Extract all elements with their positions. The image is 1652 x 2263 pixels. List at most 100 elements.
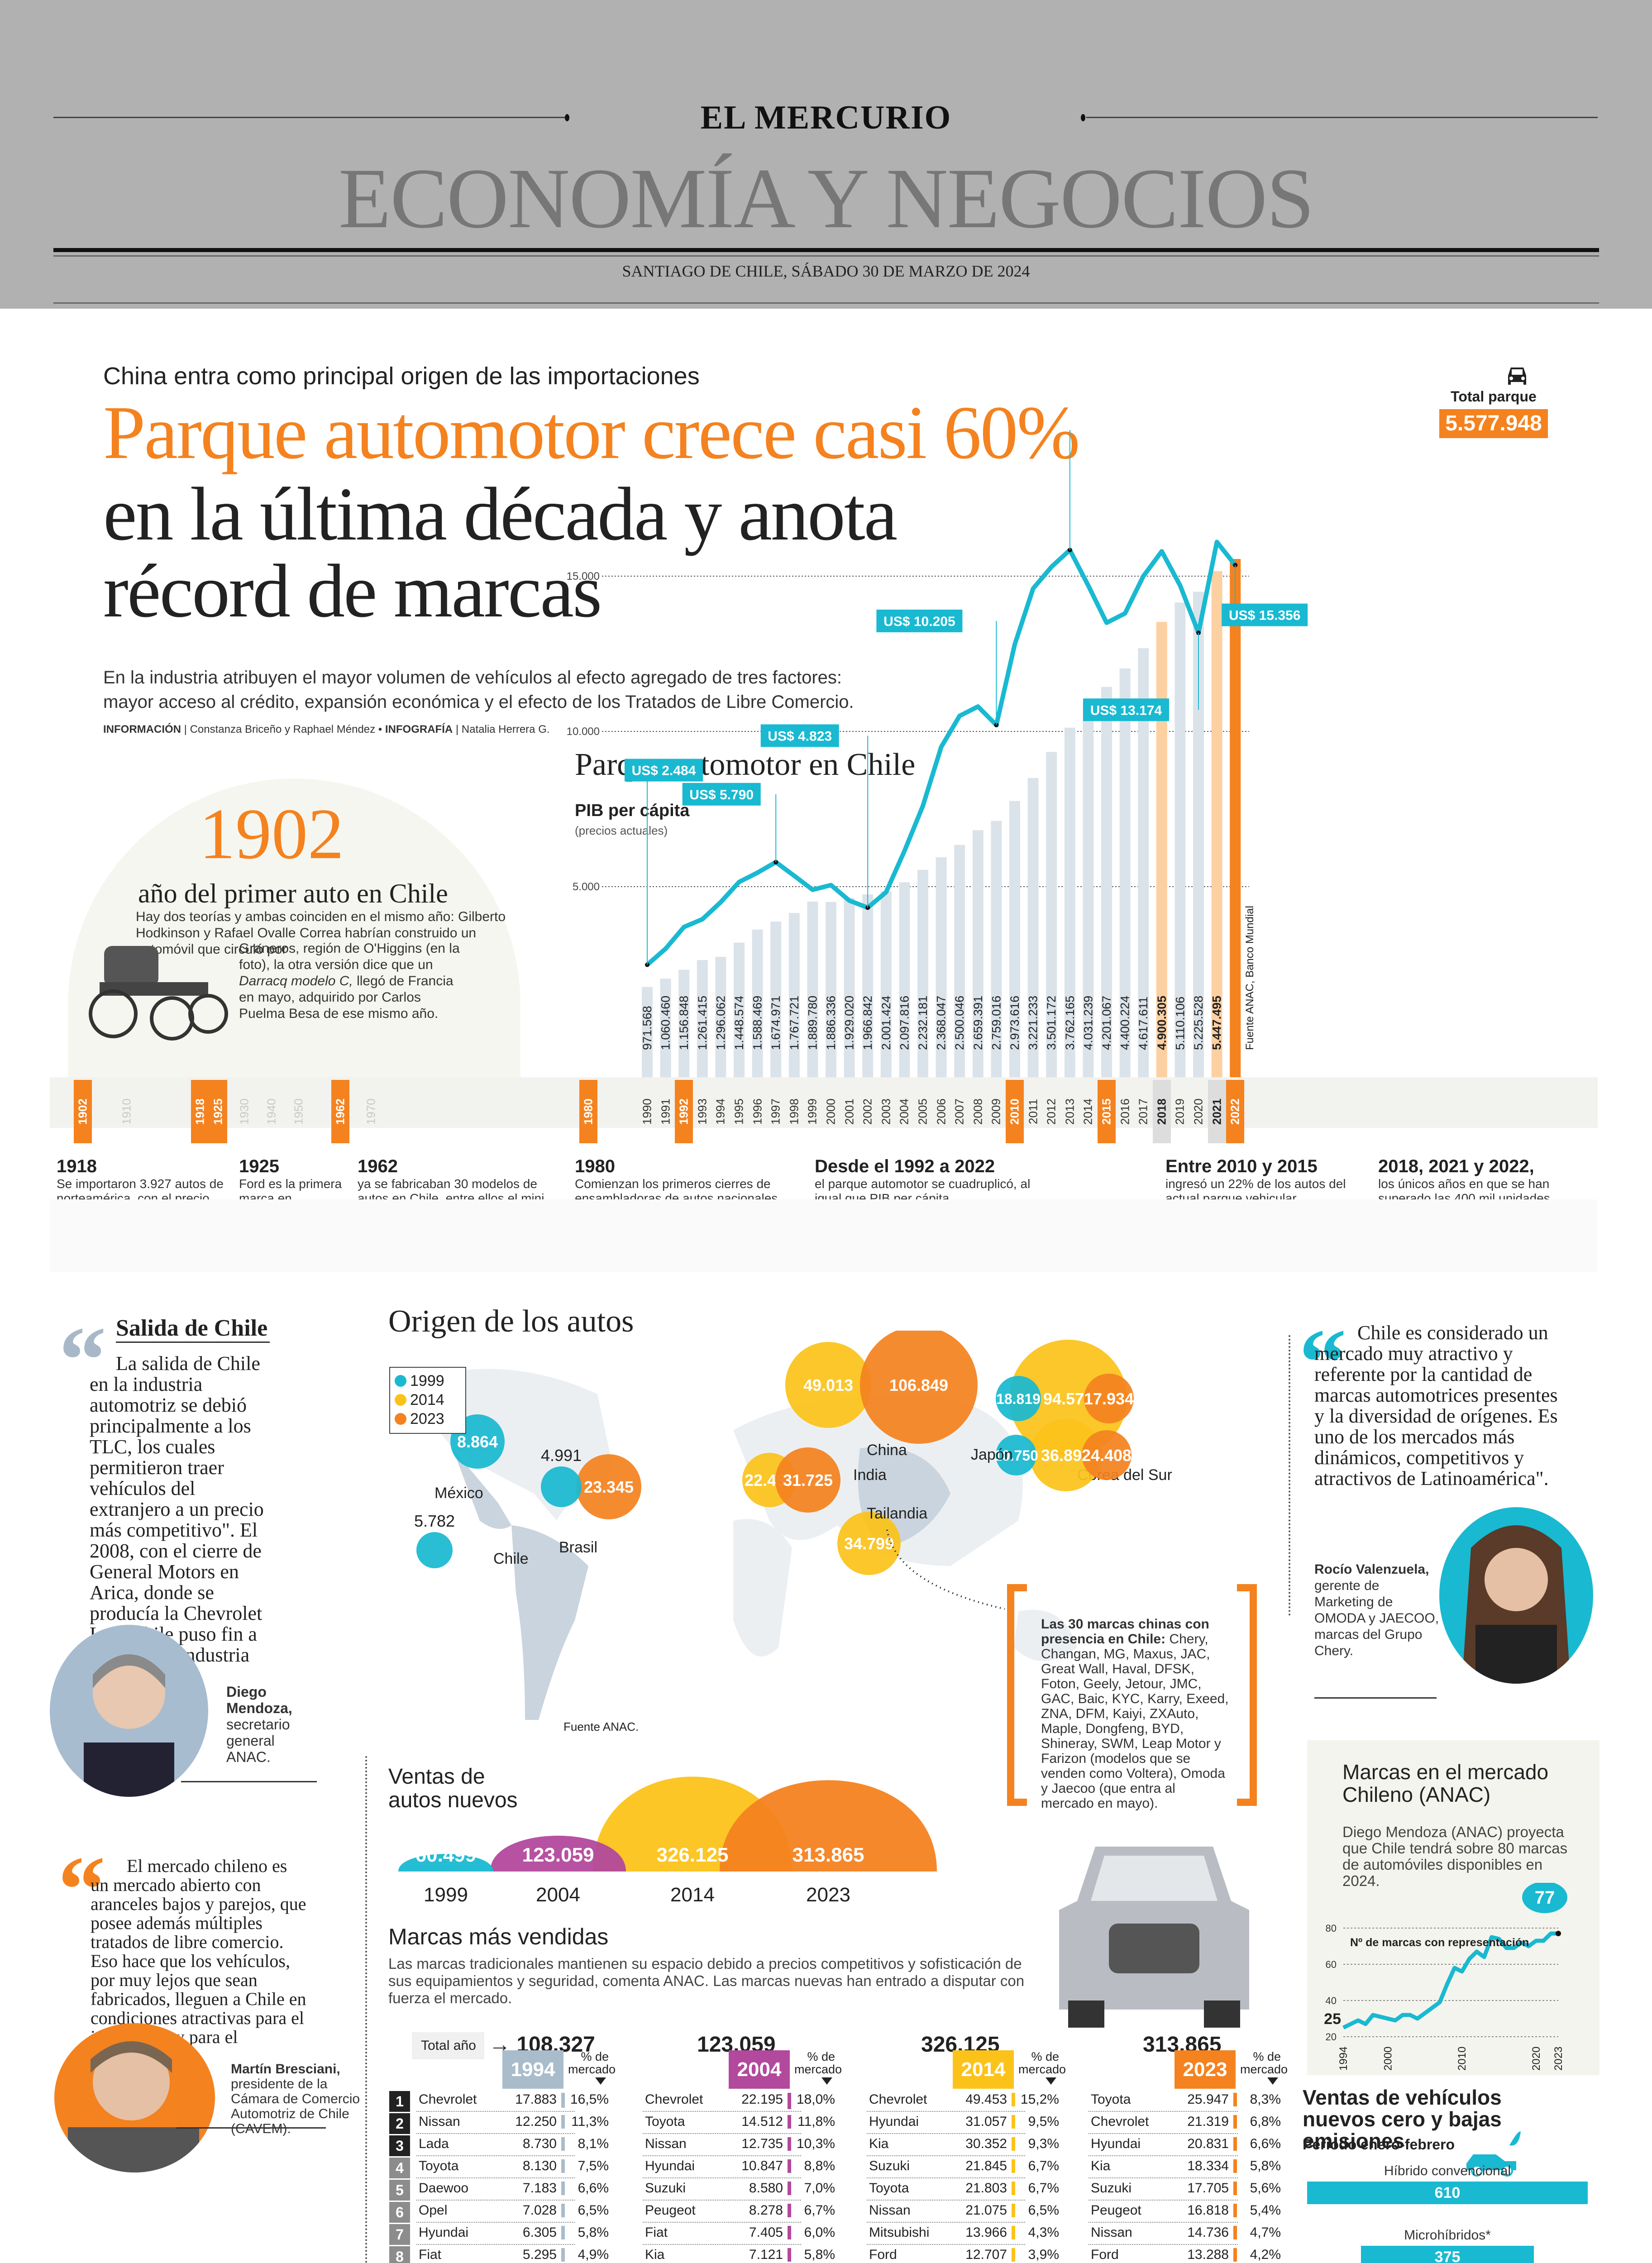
- emisiones-bar: 610: [1307, 2182, 1588, 2204]
- table-row: [1089, 2180, 1238, 2201]
- brand-units: 17.705: [1187, 2181, 1229, 2196]
- legend-swatch: [395, 1375, 406, 1387]
- brand-units: 21.075: [965, 2203, 1007, 2218]
- person-role: gerente de Marketing de OMODA y JAECOO, …: [1314, 1578, 1439, 1658]
- bar-1993: [697, 960, 708, 1077]
- legend-item: 1999: [395, 1371, 461, 1390]
- brand-name: Suzuki: [645, 2181, 686, 2196]
- bubble-v2023: [576, 1454, 641, 1519]
- brand-share: 10,3%: [796, 2136, 835, 2151]
- share-bar: [1233, 2093, 1237, 2106]
- callout-box: [760, 724, 839, 747]
- text-italic: Darracq modelo C,: [239, 974, 353, 988]
- chart-source: Fuente ANAC, Banco Mundial: [1244, 906, 1256, 1050]
- bar-2018: [1156, 622, 1167, 1077]
- rank-badge: 1: [389, 2091, 410, 2112]
- brand-name: Lada: [419, 2136, 449, 2151]
- bar-value-label: 1.966.842: [861, 996, 874, 1050]
- bar-2000: [826, 902, 836, 1077]
- bar-2013: [1064, 727, 1075, 1077]
- timeline-year-1918: 1918: [191, 1080, 209, 1143]
- brand-share: 5,4%: [1250, 2203, 1281, 2218]
- bar-value-label: 4.617.611: [1136, 997, 1150, 1050]
- ventas-nuevos-title: Ventas de autos nuevos: [388, 1765, 518, 1812]
- brand-share: 6,7%: [804, 2203, 835, 2218]
- country-label: Tailandia: [867, 1505, 927, 1522]
- y-tick-label: 10.000: [567, 726, 600, 738]
- divider: [53, 117, 569, 118]
- brand-units: 8.278: [749, 2203, 783, 2218]
- brand-name: Chevrolet: [419, 2092, 477, 2107]
- end-bubble: [1522, 1883, 1567, 1913]
- bubble-value: 106.849: [889, 1376, 948, 1394]
- year-badge: 2004: [729, 2050, 790, 2089]
- timeline-year-2016: 2016: [1118, 1098, 1132, 1125]
- china-brands-heading: Las 30 marcas chinas con presencia en Ch…: [1041, 1617, 1209, 1647]
- brand-units: 7.121: [749, 2247, 783, 2262]
- text: Graneros, región de O'Higgins (en la fot…: [239, 941, 460, 972]
- timeline-year-2009: 2009: [989, 1098, 1003, 1125]
- bubble-value: 31.725: [783, 1471, 833, 1490]
- timeline-year-1996: 1996: [750, 1098, 764, 1125]
- brand-share: 15,2%: [1020, 2092, 1059, 2107]
- brand-units: 8.730: [522, 2136, 557, 2151]
- callout-box: [625, 759, 703, 782]
- pib-point: [1233, 563, 1238, 568]
- bar-value-label: 1.156.848: [677, 996, 691, 1050]
- brand-share: 5,8%: [1250, 2158, 1281, 2173]
- credit-label: INFORMACIÓN: [103, 723, 181, 735]
- suv-photo: [1041, 1819, 1267, 2032]
- ornament-dot: [565, 114, 569, 121]
- legend-item: 2014: [395, 1390, 461, 1409]
- timeline-year-1950: 1950: [291, 1098, 306, 1125]
- bar-value-label: 3.221.233: [1027, 996, 1040, 1050]
- bubble-v1999: [416, 1532, 453, 1568]
- timeline-year-2003: 2003: [879, 1098, 893, 1125]
- brand-units: 8.130: [522, 2158, 557, 2173]
- legend-label: 1999: [410, 1372, 444, 1389]
- bar-value-label: 5.225.528: [1192, 996, 1205, 1050]
- bar-1999: [807, 902, 818, 1077]
- brand-units: 25.947: [1187, 2092, 1229, 2107]
- paper-name: EL MERCURIO: [700, 99, 952, 136]
- marcas-table: Total año → 108.327 1994% de mercado Chevro…: [389, 2032, 1290, 2263]
- pib-label: PIB per cápita: [575, 801, 690, 820]
- marcas-anac-chart: 20 40 60 80 25 77 Nº de marcas con representac…: [1324, 1883, 1567, 2071]
- legend-swatch: [395, 1413, 406, 1425]
- share-bar: [1012, 2182, 1015, 2195]
- deck-line: mayor acceso al crédito, expansión econó…: [103, 692, 854, 712]
- start-label: 25: [1324, 2010, 1341, 2028]
- first-car-text-2: Graneros, región de O'Higgins (en la fot…: [239, 941, 470, 1022]
- timeline-band: [50, 1077, 1598, 1128]
- table-row: [867, 2180, 1025, 2201]
- dotted-divider: [1289, 1335, 1290, 1616]
- bar-1994: [715, 956, 726, 1077]
- table-row: [1089, 2135, 1238, 2156]
- brand-name: Toyota: [419, 2158, 459, 2173]
- timeline-year-1940: 1940: [264, 1098, 278, 1125]
- brand-share: 6,0%: [804, 2225, 835, 2240]
- timeline-year-1998: 1998: [787, 1098, 801, 1125]
- legend-item: 2023: [395, 1409, 461, 1428]
- dotted-divider: [365, 1756, 367, 2263]
- brand-name: Hyundai: [645, 2158, 695, 2173]
- timeline-event: Desde el 1992 a 2022 el parque automotor …: [815, 1156, 1032, 1206]
- bubble-v2014: [1030, 1419, 1102, 1491]
- x-tick-label: 2010: [1456, 2047, 1468, 2071]
- callout-label: US$ 13.174: [1090, 703, 1162, 718]
- x-tick-label: 2020: [1530, 2047, 1542, 2071]
- headline-line3: récord de marcas: [103, 549, 602, 633]
- bar-2021: [1211, 571, 1222, 1077]
- y-tick-label: 20: [1326, 2031, 1337, 2043]
- eco-car-icon: [1464, 2127, 1521, 2177]
- x-tick-label: 1994: [1337, 2047, 1350, 2071]
- brand-units: 12.707: [965, 2247, 1007, 2262]
- event-year: 1918: [57, 1156, 97, 1176]
- share-bar: [561, 2159, 565, 2173]
- bar-value-label: 1.261.415: [696, 996, 709, 1050]
- total-parque-label: Total parque: [1451, 388, 1537, 405]
- bar-value-label: 1.296.062: [714, 996, 727, 1050]
- bar-value-label: 2.973.616: [1008, 996, 1022, 1050]
- bar-2004: [899, 882, 910, 1077]
- timeline-year-2012: 2012: [1044, 1098, 1058, 1125]
